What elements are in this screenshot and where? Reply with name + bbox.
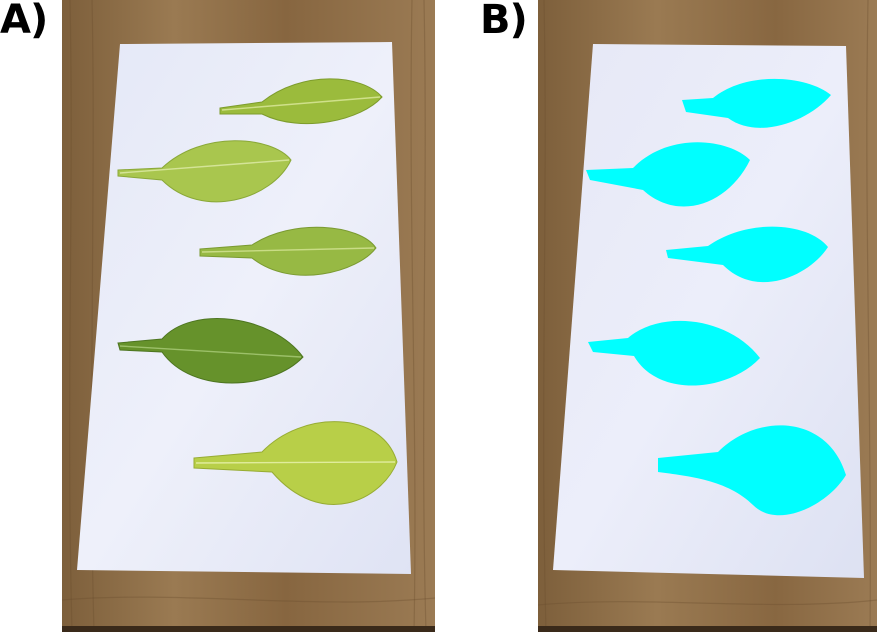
panel-label-b: B) [480, 0, 528, 43]
wood-grain [538, 0, 877, 632]
leaf-mask [586, 78, 846, 516]
leaf [193, 421, 398, 505]
bottom-dark-strip [62, 626, 435, 632]
leaf [219, 78, 383, 125]
segmented-leaf-photo [538, 0, 877, 632]
original-leaf-photo-svg [62, 0, 435, 632]
bottom-dark-strip [538, 626, 877, 632]
panel-label-a: A) [0, 0, 48, 43]
leaf [117, 140, 292, 203]
original-leaf-photo [62, 0, 435, 632]
wood-grain [62, 0, 435, 632]
segmented-leaf-photo-svg [538, 0, 877, 632]
leaf [199, 226, 377, 276]
leaf [117, 318, 304, 384]
